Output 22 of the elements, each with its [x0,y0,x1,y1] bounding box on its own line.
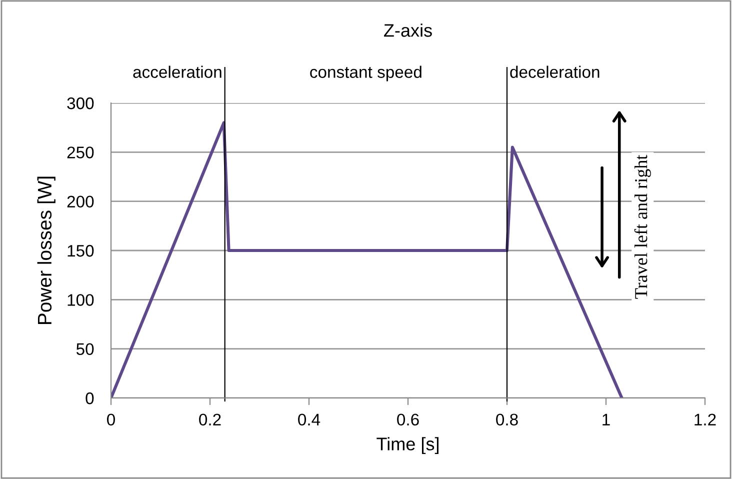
x-tick-label: 0 [107,414,115,426]
y-tick-label: 0 [86,392,94,404]
y-tick-label: 50 [76,343,94,356]
ref-line-label: deceleration [510,66,600,78]
y-tick-label: 100 [68,294,94,306]
x-tick-label: 0.6 [397,414,419,426]
x-tick-label: 0.4 [298,414,320,426]
chart-title: Z-axis [384,24,432,37]
line-series [111,121,624,398]
y-tick-label: 150 [68,244,94,257]
ref-line-label: acceleration [133,66,222,78]
annotation: Travel left and right [634,154,651,299]
x-tick-label: 0.8 [496,414,518,426]
x-tick-label: 0.2 [199,414,221,426]
x-tick-label: 1.2 [694,414,716,426]
y-tick-label: 200 [67,196,94,208]
y-tick-label: 300 [67,97,94,110]
x-tick-label: 1 [602,414,610,426]
text: constant speed [310,66,422,82]
y-tick-label: 250 [67,146,94,158]
y-axis-title: Power losses [W] [37,176,56,324]
x-axis-title: Time [s] [376,437,438,454]
